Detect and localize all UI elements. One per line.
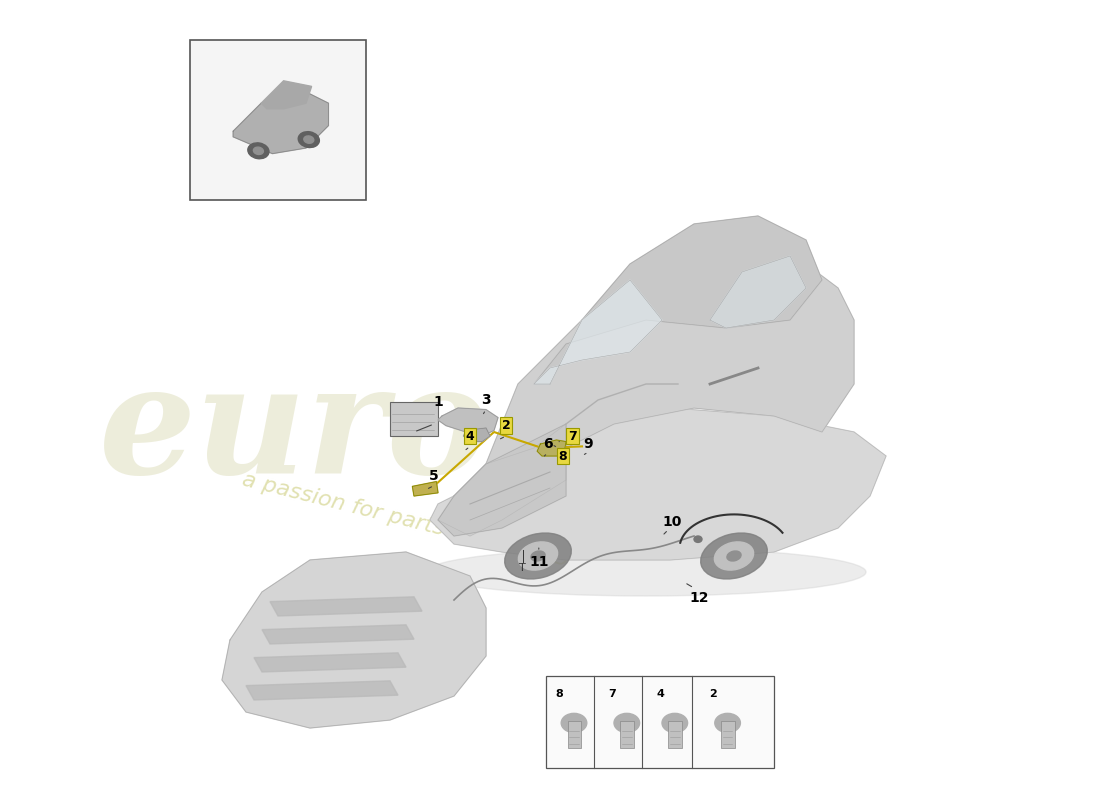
FancyBboxPatch shape (722, 721, 735, 748)
Ellipse shape (253, 147, 263, 154)
Ellipse shape (714, 542, 754, 570)
Polygon shape (486, 256, 854, 464)
Text: 6: 6 (542, 437, 552, 451)
Text: euro: euro (99, 358, 490, 506)
Ellipse shape (701, 533, 768, 579)
Polygon shape (438, 408, 498, 436)
Polygon shape (494, 520, 582, 548)
FancyBboxPatch shape (546, 676, 774, 768)
Polygon shape (438, 424, 566, 536)
Ellipse shape (518, 542, 558, 570)
Ellipse shape (298, 132, 319, 147)
Text: T: T (519, 563, 526, 573)
FancyBboxPatch shape (568, 721, 581, 748)
Polygon shape (233, 92, 329, 154)
Polygon shape (534, 280, 662, 384)
Text: 4: 4 (657, 689, 664, 698)
Text: 8: 8 (559, 450, 568, 462)
Ellipse shape (248, 143, 270, 158)
Text: 4: 4 (465, 430, 474, 442)
Text: a passion for parts since 1985: a passion for parts since 1985 (241, 470, 572, 570)
Text: 2: 2 (710, 689, 717, 698)
Text: 5: 5 (429, 469, 439, 483)
Text: 10: 10 (662, 514, 682, 529)
Polygon shape (537, 440, 566, 456)
Polygon shape (246, 681, 398, 700)
FancyBboxPatch shape (190, 40, 366, 200)
Ellipse shape (531, 551, 546, 561)
Ellipse shape (304, 136, 313, 143)
Bar (390, 402, 438, 436)
Text: 7: 7 (568, 430, 576, 442)
Ellipse shape (715, 714, 740, 733)
Ellipse shape (662, 714, 688, 733)
Ellipse shape (426, 548, 866, 596)
Polygon shape (710, 256, 806, 328)
Polygon shape (261, 81, 311, 109)
FancyBboxPatch shape (669, 721, 682, 748)
Ellipse shape (727, 551, 741, 561)
Polygon shape (412, 482, 438, 496)
Text: 3: 3 (481, 393, 491, 407)
Ellipse shape (614, 714, 639, 733)
Text: 9: 9 (584, 437, 593, 451)
Polygon shape (463, 428, 490, 442)
Text: 7: 7 (608, 689, 616, 698)
Text: 2: 2 (502, 419, 510, 432)
Polygon shape (270, 597, 422, 616)
FancyBboxPatch shape (620, 721, 634, 748)
Polygon shape (534, 216, 822, 384)
Polygon shape (438, 424, 566, 536)
Polygon shape (430, 408, 886, 560)
Ellipse shape (505, 533, 571, 579)
Ellipse shape (561, 714, 586, 733)
Text: 8: 8 (556, 689, 563, 698)
Polygon shape (222, 552, 486, 728)
Polygon shape (262, 625, 414, 644)
Polygon shape (254, 653, 406, 672)
Ellipse shape (694, 536, 702, 542)
Text: 1: 1 (433, 394, 443, 409)
Text: 11: 11 (529, 554, 549, 569)
Text: 12: 12 (690, 590, 710, 605)
